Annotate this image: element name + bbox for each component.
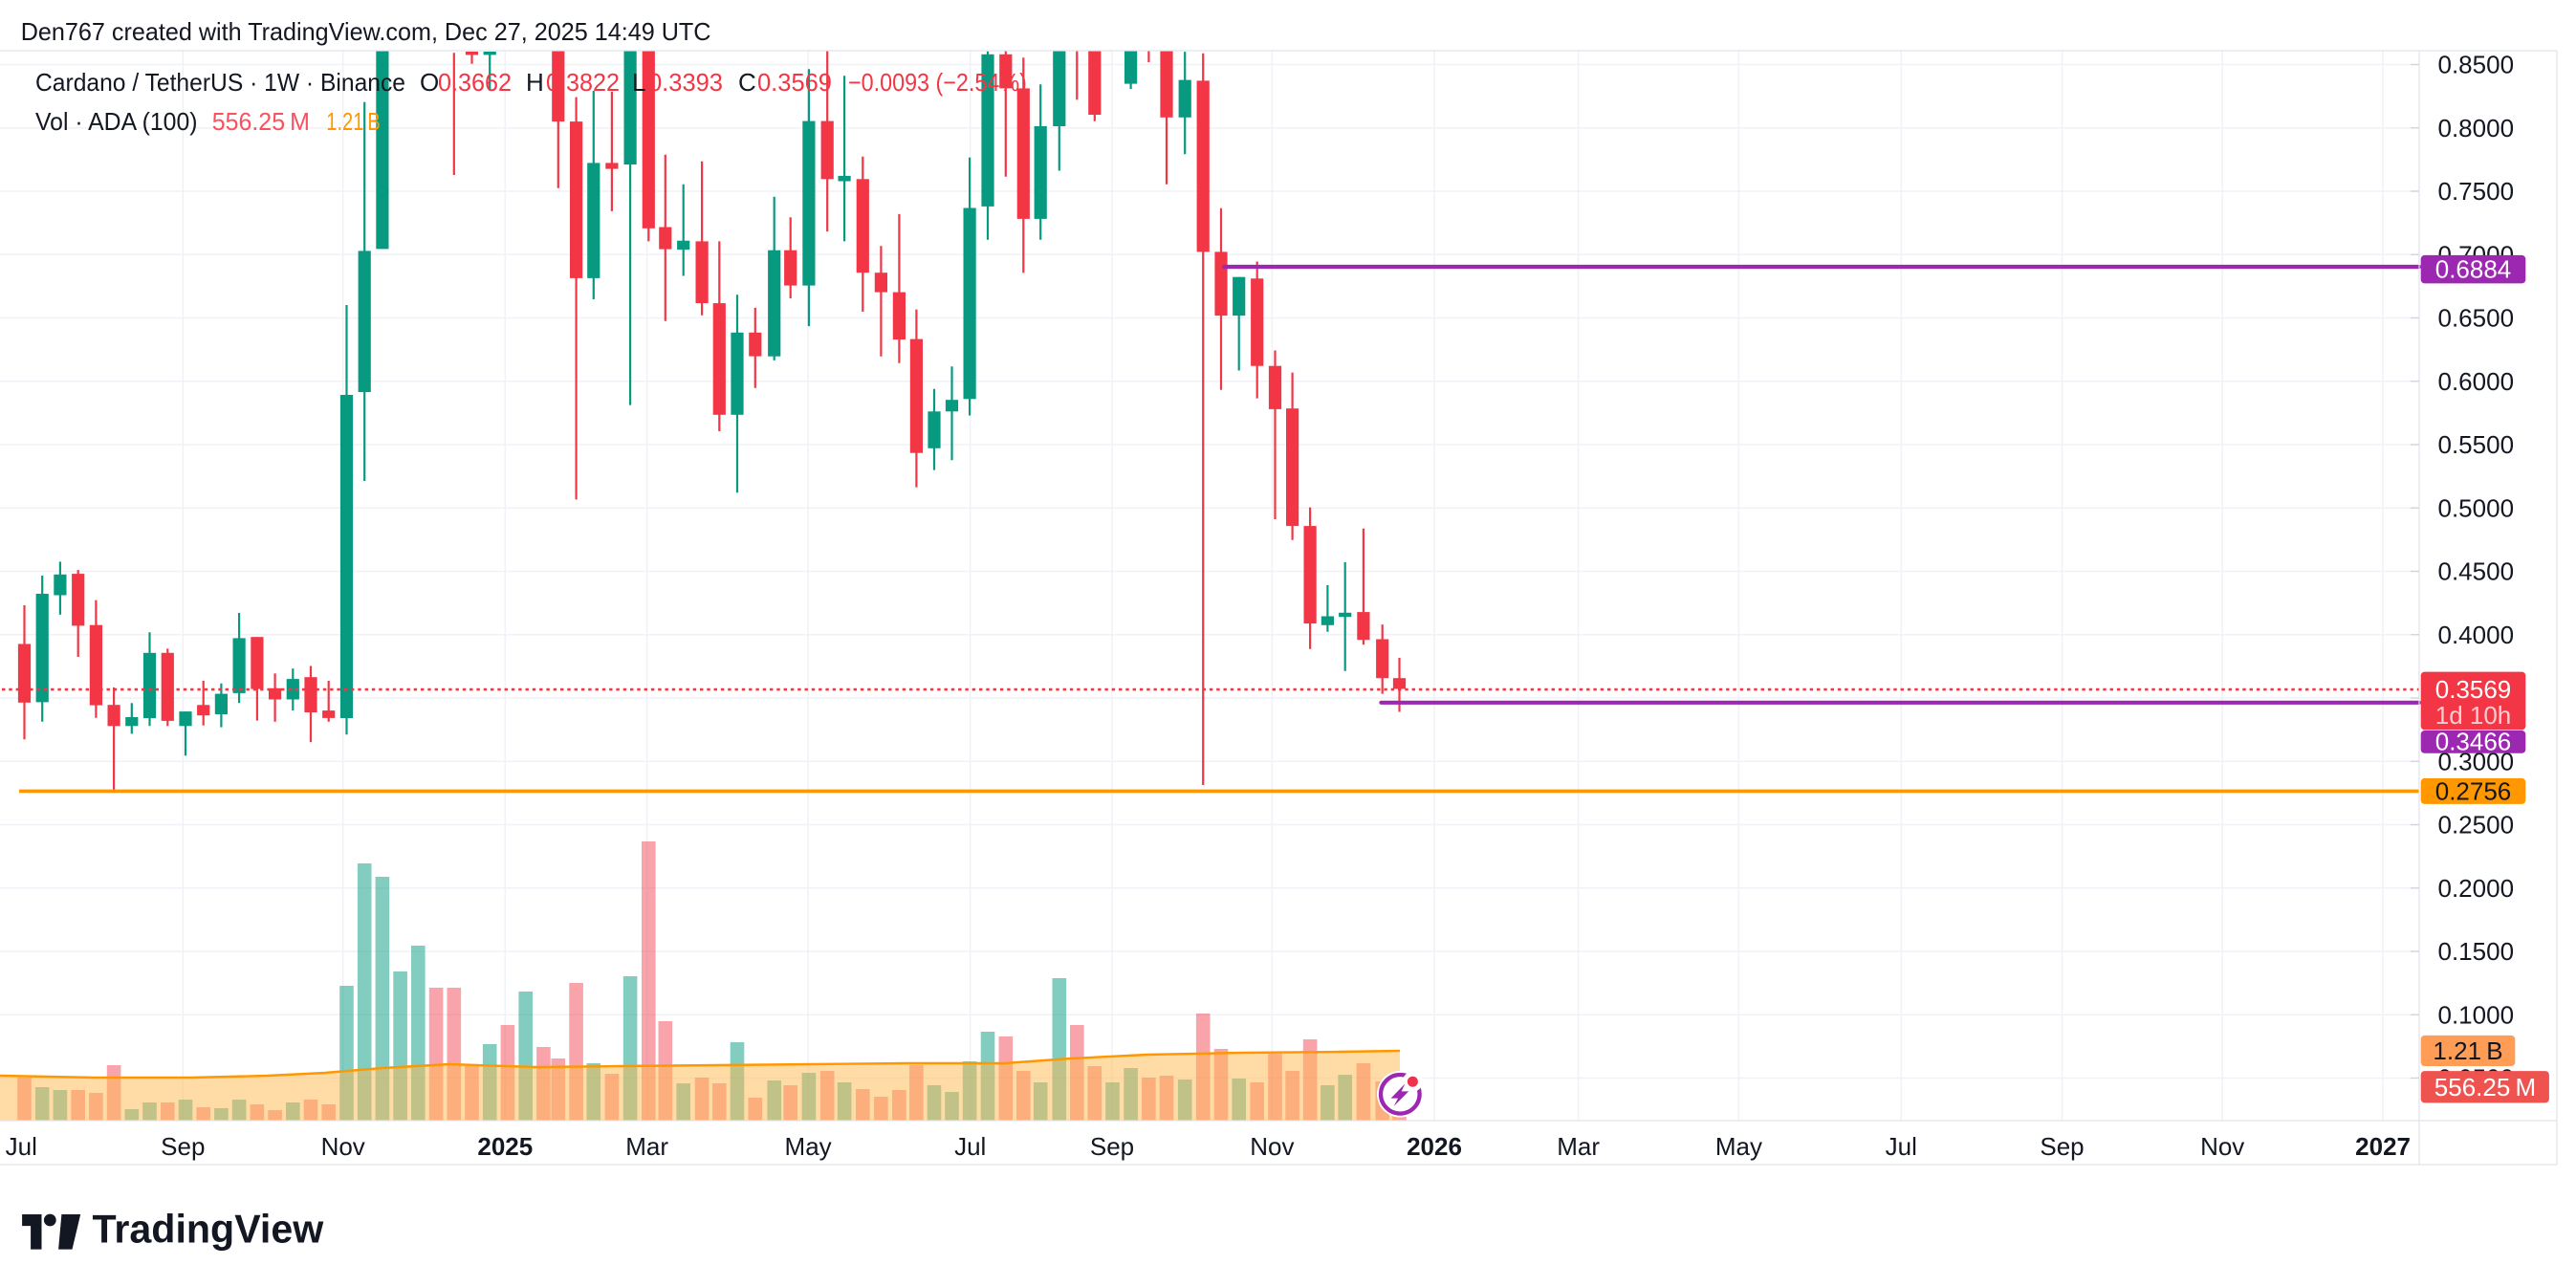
- svg-text:0.1000: 0.1000: [2438, 1000, 2515, 1029]
- svg-text:0.4000: 0.4000: [2438, 621, 2515, 649]
- svg-text:0.3569: 0.3569: [2435, 675, 2512, 704]
- svg-text:0.3466: 0.3466: [2435, 728, 2512, 756]
- svg-text:0.2000: 0.2000: [2438, 874, 2515, 903]
- svg-text:1d 10h: 1d 10h: [2435, 701, 2512, 730]
- svg-text:Sep: Sep: [161, 1132, 205, 1161]
- svg-text:0.6884: 0.6884: [2435, 255, 2512, 284]
- svg-text:1.21 B: 1.21 B: [2433, 1036, 2502, 1065]
- svg-text:2027: 2027: [2355, 1132, 2411, 1161]
- svg-text:Nov: Nov: [321, 1132, 365, 1161]
- svg-text:0.8500: 0.8500: [2438, 51, 2515, 79]
- svg-text:0.6000: 0.6000: [2438, 367, 2515, 396]
- svg-text:Mar: Mar: [625, 1132, 668, 1161]
- svg-text:L: L: [632, 68, 645, 97]
- svg-text:556.25 M: 556.25 M: [212, 107, 310, 136]
- svg-text:0.2500: 0.2500: [2438, 811, 2515, 840]
- svg-text:Den767 created with TradingVie: Den767 created with TradingView.com, Dec…: [21, 17, 711, 46]
- svg-text:H: H: [526, 68, 544, 97]
- svg-text:C: C: [738, 68, 756, 97]
- svg-text:Jul: Jul: [954, 1132, 986, 1161]
- svg-text:May: May: [1715, 1132, 1762, 1161]
- svg-text:0.3393: 0.3393: [648, 68, 723, 97]
- svg-text:Vol · ADA (100): Vol · ADA (100): [35, 107, 198, 136]
- svg-text:Jul: Jul: [1886, 1132, 1917, 1161]
- svg-text:556.25 M: 556.25 M: [2434, 1073, 2536, 1102]
- svg-text:1.21 B: 1.21 B: [326, 107, 381, 136]
- svg-text:2026: 2026: [1407, 1132, 1462, 1161]
- svg-text:0.1500: 0.1500: [2438, 937, 2515, 966]
- svg-text:0.3662: 0.3662: [438, 68, 512, 97]
- svg-text:Nov: Nov: [1250, 1132, 1294, 1161]
- svg-text:0.3822: 0.3822: [546, 68, 620, 97]
- svg-text:0.2756: 0.2756: [2435, 777, 2512, 806]
- svg-text:Mar: Mar: [1557, 1132, 1600, 1161]
- svg-text:0.5500: 0.5500: [2438, 430, 2515, 459]
- svg-text:0.4500: 0.4500: [2438, 557, 2515, 586]
- svg-text:0.3569: 0.3569: [757, 68, 832, 97]
- svg-text:Sep: Sep: [2040, 1132, 2084, 1161]
- svg-text:Cardano / TetherUS · 1W · Bina: Cardano / TetherUS · 1W · Binance: [35, 68, 405, 97]
- svg-text:2025: 2025: [477, 1132, 533, 1161]
- svg-text:Sep: Sep: [1090, 1132, 1134, 1161]
- svg-text:Nov: Nov: [2200, 1132, 2244, 1161]
- svg-text:O: O: [420, 68, 439, 97]
- svg-text:0.6500: 0.6500: [2438, 304, 2515, 333]
- svg-text:Jul: Jul: [6, 1132, 37, 1161]
- svg-text:0.8000: 0.8000: [2438, 114, 2515, 142]
- svg-text:0.5000: 0.5000: [2438, 493, 2515, 522]
- svg-text:−0.0093 (−2.54%): −0.0093 (−2.54%): [848, 68, 1027, 97]
- svg-text:May: May: [785, 1132, 832, 1161]
- svg-text:0.7500: 0.7500: [2438, 177, 2515, 206]
- svg-text:TradingView: TradingView: [93, 1207, 324, 1252]
